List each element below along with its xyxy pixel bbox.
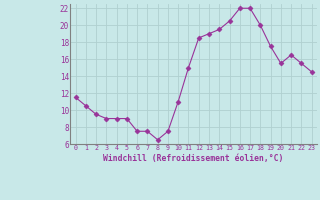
X-axis label: Windchill (Refroidissement éolien,°C): Windchill (Refroidissement éolien,°C) bbox=[103, 154, 284, 163]
